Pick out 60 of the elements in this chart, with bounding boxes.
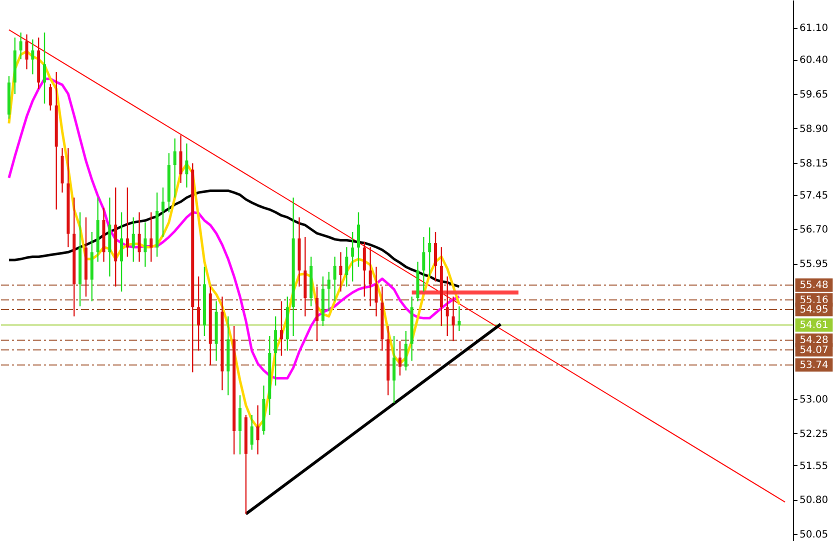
ref-line-label: 53.74 bbox=[800, 360, 828, 371]
candlestick bbox=[161, 186, 164, 238]
y-tick-label: 52.25 bbox=[800, 428, 828, 440]
ref-line-label: 54.95 bbox=[800, 304, 828, 316]
candlestick bbox=[256, 404, 260, 455]
candlestick bbox=[398, 340, 402, 376]
candlestick bbox=[185, 142, 188, 188]
ref-line-label: 55.48 bbox=[800, 280, 828, 292]
candlestick bbox=[327, 271, 330, 312]
ref-line-label: 54.61 bbox=[800, 320, 828, 332]
y-tick-label: 56.70 bbox=[800, 224, 828, 236]
candlestick bbox=[446, 276, 449, 337]
candlestick bbox=[144, 222, 147, 268]
candlestick bbox=[197, 276, 200, 352]
y-tick-label: 50.05 bbox=[800, 530, 828, 541]
y-tick-label: 50.80 bbox=[800, 495, 828, 506]
candlestick bbox=[356, 212, 360, 268]
candlestick bbox=[19, 32, 22, 60]
candlestick bbox=[274, 316, 278, 386]
candlestick bbox=[392, 335, 396, 404]
candlestick bbox=[120, 212, 124, 292]
candlestick bbox=[316, 286, 319, 342]
candlestick bbox=[374, 266, 378, 317]
candlestick bbox=[368, 246, 372, 307]
y-tick-label: 53.00 bbox=[800, 394, 828, 406]
candlestick bbox=[126, 186, 129, 258]
ref-line-label: 54.07 bbox=[800, 344, 828, 356]
candlestick bbox=[173, 138, 176, 198]
candlestick bbox=[31, 38, 34, 75]
y-tick-label: 55.95 bbox=[800, 259, 828, 270]
y-tick-label: 58.15 bbox=[800, 158, 828, 170]
candlestick bbox=[250, 414, 254, 450]
candlestick bbox=[48, 83, 52, 112]
candlestick bbox=[404, 330, 408, 372]
y-tick-label: 57.45 bbox=[800, 190, 828, 202]
candlestick bbox=[43, 32, 46, 104]
y-tick-label: 60.40 bbox=[800, 55, 828, 66]
candlestick bbox=[351, 231, 354, 282]
candlestick bbox=[25, 34, 28, 70]
y-tick-label: 58.90 bbox=[800, 124, 828, 135]
candlestick bbox=[458, 306, 461, 332]
candlestick bbox=[132, 216, 135, 262]
candlestick bbox=[339, 252, 342, 292]
y-tick-label: 51.55 bbox=[800, 460, 828, 472]
candlestick bbox=[280, 300, 283, 356]
ref-line-label: 54.28 bbox=[800, 335, 828, 346]
candlestick bbox=[333, 256, 336, 302]
candlestick bbox=[362, 241, 366, 298]
candlestick bbox=[150, 212, 153, 262]
candlestick bbox=[238, 394, 242, 455]
ref-line-label: 55.16 bbox=[800, 294, 828, 306]
candlestick bbox=[428, 226, 432, 278]
candlestick bbox=[452, 296, 455, 342]
candlestick bbox=[434, 231, 438, 282]
y-tick-label: 61.10 bbox=[800, 23, 828, 34]
candlestick bbox=[138, 212, 141, 262]
candlestick bbox=[345, 246, 348, 288]
candlestick bbox=[179, 134, 182, 184]
candlestick bbox=[422, 236, 426, 292]
y-tick-label: 59.65 bbox=[800, 89, 828, 100]
